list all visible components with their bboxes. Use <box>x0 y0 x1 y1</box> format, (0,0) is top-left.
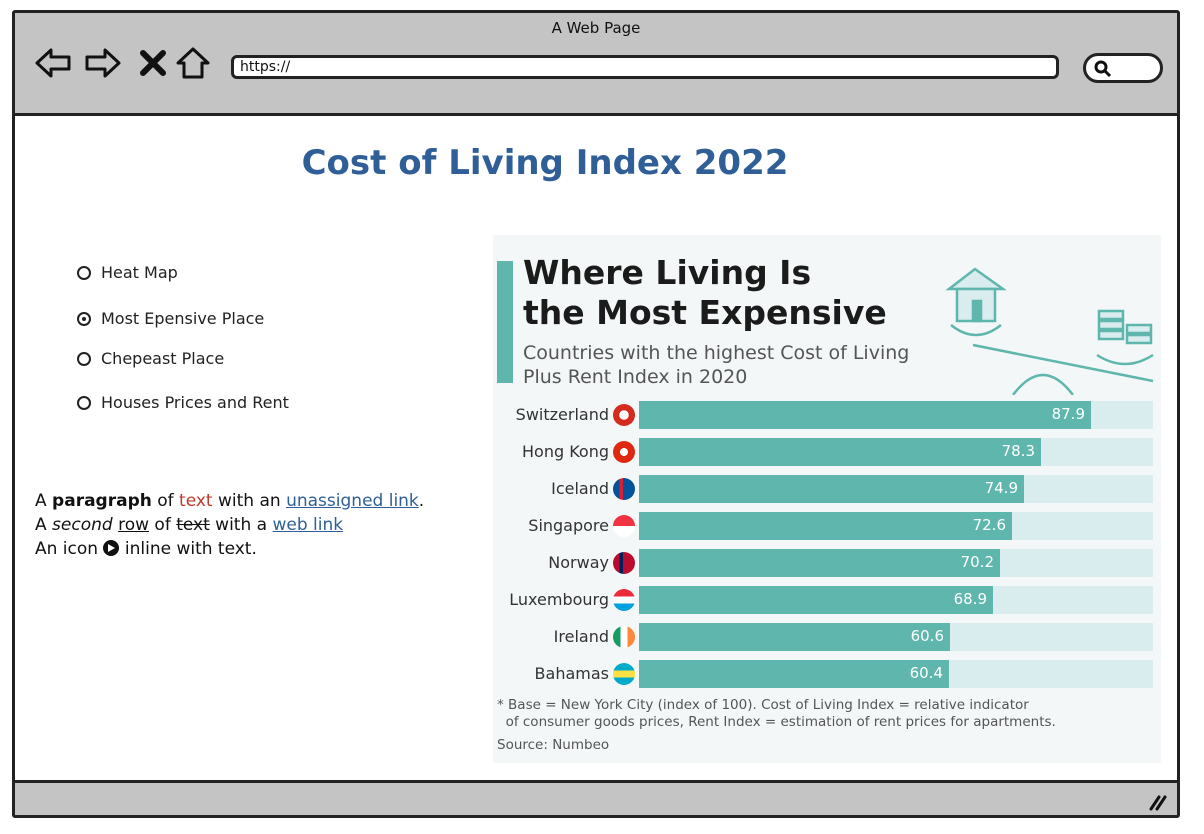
red-text: text <box>179 491 213 511</box>
bahamas-flag-icon <box>613 663 635 685</box>
bar-value-label: 68.9 <box>953 590 987 608</box>
infographic-subtitle: Countries with the highest Cost of Livin… <box>523 341 909 389</box>
norway-flag-icon <box>613 552 635 574</box>
page-title: Cost of Living Index 2022 <box>301 143 789 183</box>
italic-text: second <box>52 515 113 535</box>
bar-category-label: Iceland <box>551 479 609 498</box>
search-icon <box>1094 60 1112 78</box>
bar <box>639 623 950 651</box>
url-text: https:// <box>240 59 291 75</box>
bold-text: paragraph <box>52 491 152 511</box>
bar-category-label: Luxembourg <box>509 590 609 609</box>
radio-circle <box>77 351 91 366</box>
text-run: of <box>151 491 180 511</box>
radio-most-expensive-place[interactable]: Most Epensive Place <box>77 309 264 328</box>
text-run: A <box>35 491 53 511</box>
bar <box>639 586 993 614</box>
house-and-coins-scale-icon <box>945 267 1154 395</box>
bar-row: Norway 70.2 <box>493 549 1161 577</box>
bar-row: Hong Kong 78.3 <box>493 438 1161 466</box>
bar-category-label: Ireland <box>553 627 609 646</box>
singapore-flag-icon <box>613 515 635 537</box>
radio-circle <box>77 395 91 410</box>
radio-label: Chepeast Place <box>101 349 225 368</box>
switzerland-flag-icon <box>613 404 635 426</box>
cost-of-living-infographic: Where Living Is the Most Expensive Count… <box>493 235 1161 763</box>
strikethrough-text: text <box>176 515 210 535</box>
url-bar[interactable]: https:// <box>231 55 1059 79</box>
text-paragraph: A paragraph of text with an unassigned l… <box>35 489 435 561</box>
bar-row: Singapore 72.6 <box>493 512 1161 540</box>
unassigned-link[interactable]: unassigned link <box>286 491 419 511</box>
text-run: A <box>35 515 53 535</box>
status-bar <box>15 780 1177 815</box>
bar-row: Iceland 74.9 <box>493 475 1161 503</box>
bar <box>639 660 949 688</box>
stop-icon[interactable] <box>133 43 173 83</box>
infographic-subtitle-line: Countries with the highest Cost of Livin… <box>523 342 910 364</box>
radio-label: Most Epensive Place <box>101 309 265 328</box>
bar <box>639 475 1024 503</box>
infographic-title-line: Where Living Is <box>523 253 812 292</box>
bar <box>639 512 1012 540</box>
bar-category-label: Switzerland <box>515 405 609 424</box>
bar-row: Switzerland 87.9 <box>493 401 1161 429</box>
search-box[interactable] <box>1083 53 1163 83</box>
source-text: Source: Numbeo <box>497 737 610 753</box>
radio-label: Heat Map <box>101 263 178 282</box>
infographic-subtitle-line: Plus Rent Index in 2020 <box>523 366 748 388</box>
text-run: An icon <box>35 539 104 559</box>
bar-category-label: Bahamas <box>534 664 609 683</box>
back-arrow-icon[interactable] <box>33 43 73 83</box>
luxembourg-flag-icon <box>613 589 635 611</box>
web-link[interactable]: web link <box>272 515 344 535</box>
bar <box>639 438 1041 466</box>
underlined-text: row <box>118 515 150 535</box>
text-run: with an <box>212 491 287 511</box>
radio-cheapest-place[interactable]: Chepeast Place <box>77 349 224 368</box>
text-run: with a <box>209 515 273 535</box>
footnote: * Base = New York City (index of 100). C… <box>497 697 1157 731</box>
iceland-flag-icon <box>613 478 635 500</box>
window-title: A Web Page <box>551 19 641 37</box>
text-run: . <box>418 491 425 511</box>
hong-kong-flag-icon <box>613 441 635 463</box>
ireland-flag-icon <box>613 626 635 648</box>
resize-grip-icon[interactable] <box>1145 791 1169 811</box>
text-run: inline with text. <box>119 539 257 559</box>
home-icon[interactable] <box>173 43 213 83</box>
bar-value-label: 74.9 <box>984 479 1018 497</box>
bar-value-label: 72.6 <box>972 516 1006 534</box>
footnote-line: of consumer goods prices, Rent Index = e… <box>497 714 1056 730</box>
browser-toolbar: A Web Page https:// <box>15 13 1177 116</box>
radio-circle <box>77 265 91 280</box>
bar-value-label: 78.3 <box>1001 442 1035 460</box>
play-circle-icon <box>103 540 120 556</box>
text-run: of <box>149 515 177 535</box>
bar-row: Bahamas 60.4 <box>493 660 1161 688</box>
bar-category-label: Norway <box>548 553 609 572</box>
title-accent-bar <box>497 261 513 383</box>
bar-value-label: 87.9 <box>1051 405 1085 423</box>
bar-category-label: Hong Kong <box>522 442 609 461</box>
bar <box>639 549 1000 577</box>
bar-category-label: Singapore <box>528 516 609 535</box>
radio-houses-prices-rent[interactable]: Houses Prices and Rent <box>77 393 289 412</box>
footnote-line: * Base = New York City (index of 100). C… <box>497 697 1029 713</box>
radio-label: Houses Prices and Rent <box>101 393 289 412</box>
bar-row: Luxembourg 68.9 <box>493 586 1161 614</box>
bar-value-label: 60.6 <box>910 627 944 645</box>
radio-heat-map[interactable]: Heat Map <box>77 263 178 282</box>
forward-arrow-icon[interactable] <box>83 43 123 83</box>
bar <box>639 401 1091 429</box>
browser-window: A Web Page https:// Cost of Living Index… <box>12 10 1180 818</box>
infographic-title-line: the Most Expensive <box>523 293 887 332</box>
bar-value-label: 60.4 <box>909 664 943 682</box>
bar-row: Ireland 60.6 <box>493 623 1161 651</box>
bar-value-label: 70.2 <box>960 553 994 571</box>
infographic-title: Where Living Is the Most Expensive <box>523 253 887 333</box>
radio-circle-selected <box>77 311 91 326</box>
